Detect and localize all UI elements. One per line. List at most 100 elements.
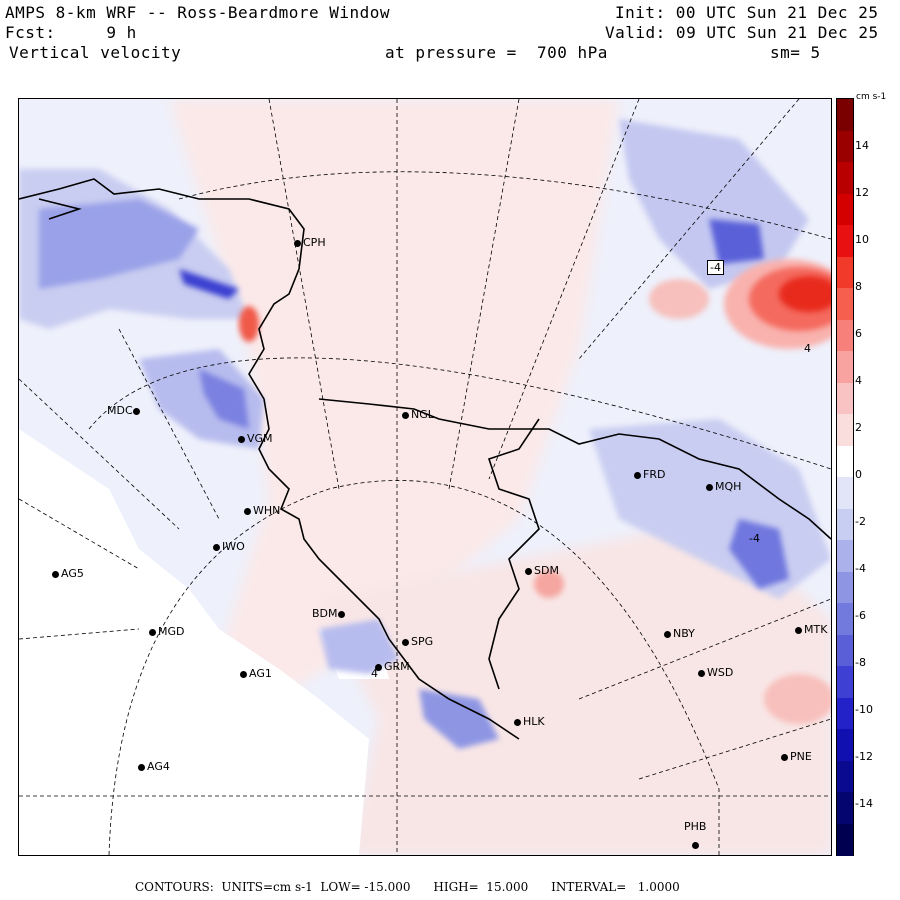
colorbar-tick: 10 [855, 233, 869, 246]
station-ag5: AG5 [52, 567, 84, 580]
station-grm: GRM [375, 660, 410, 673]
negative-region [39, 199, 199, 289]
station-phb: PHB [684, 820, 707, 833]
colorbar-tick: -4 [855, 562, 866, 575]
station-marker-icon [375, 663, 382, 671]
station-sdm: SDM [525, 564, 559, 577]
positive-region [169, 99, 619, 699]
colorbar-segment [837, 603, 853, 635]
colorbar-segment [837, 414, 853, 446]
smoothing: sm= 5 [770, 43, 821, 62]
colorbar-segment [837, 193, 853, 226]
station-iwo: IWO [213, 540, 245, 553]
station-mtk: MTK [795, 623, 827, 636]
colorbar-tick: 14 [855, 139, 869, 152]
station-cph: CPH [294, 236, 326, 249]
vertical-velocity-map: 4 4 -4 4 [18, 98, 832, 856]
contour-label-box: -4 [707, 260, 724, 275]
station-phb-marker [692, 838, 701, 851]
colorbar-tick: -6 [855, 609, 866, 622]
colorbar-segment [837, 508, 853, 541]
station-marker-icon [337, 610, 345, 618]
contour-label: 4 [371, 667, 378, 680]
station-marker-icon [698, 669, 705, 677]
colorbar-segment [837, 256, 853, 289]
colorbar-tick: -2 [855, 515, 866, 528]
colorbar-tick: 8 [855, 280, 862, 293]
colorbar-segment [837, 162, 853, 194]
contour-info: CONTOURS: UNITS=cm s-1 LOW= -15.000 HIGH… [135, 880, 680, 894]
station-marker-icon [402, 411, 409, 419]
colorbar-segment [837, 540, 853, 572]
colorbar-segment [837, 319, 853, 352]
station-marker-icon [244, 507, 251, 515]
positive-maximum [239, 306, 259, 342]
positive-region [319, 519, 831, 855]
station-hlk: HLK [514, 715, 545, 728]
station-bdm: BDM [312, 607, 347, 620]
init-time: Init: 00 UTC Sun 21 Dec 25 [615, 3, 879, 22]
colorbar-segment [837, 792, 853, 824]
negative-region [319, 619, 399, 674]
station-frd: FRD [634, 468, 665, 481]
colorbar-segment [837, 225, 853, 257]
forecast-hour: Fcst: 9 h [5, 23, 137, 42]
graticule [19, 99, 831, 855]
negative-region [419, 689, 499, 749]
station-pne: PNE [781, 750, 812, 763]
station-marker-icon [238, 435, 245, 443]
station-marker-icon [52, 570, 59, 578]
colorbar-tick: -8 [855, 656, 866, 669]
station-marker-icon [525, 567, 532, 575]
station-wsd: WSD [698, 666, 733, 679]
station-ngl: NGL [402, 408, 434, 421]
colorbar-tick: 4 [855, 374, 862, 387]
station-ag4: AG4 [138, 760, 170, 773]
contour-label: -4 [749, 532, 760, 545]
colorbar-tick: -12 [855, 750, 873, 763]
station-marker-icon [132, 407, 140, 415]
station-marker-icon [706, 483, 713, 491]
colorbar-segment [837, 351, 853, 383]
colorbar-segment [837, 666, 853, 698]
colorbar-tick: -10 [855, 703, 873, 716]
colorbar-tick: 0 [855, 468, 862, 481]
station-marker-icon [240, 670, 247, 678]
negative-region [199, 369, 249, 429]
colorbar-unit: cm s-1 [856, 92, 887, 102]
colorbar [836, 98, 854, 856]
map-title: AMPS 8-km WRF -- Ross-Beardmore Window [5, 3, 391, 22]
colorbar-segment [837, 477, 853, 509]
negative-region [729, 519, 789, 589]
negative-region [139, 349, 264, 449]
colorbar-tick: 6 [855, 327, 862, 340]
station-marker-icon [664, 630, 671, 638]
colorbar-segment [837, 445, 853, 478]
field-name: Vertical velocity [9, 43, 182, 62]
station-marker-icon [692, 841, 699, 849]
station-vgm: VGM [238, 432, 273, 445]
no-data-area [19, 429, 369, 855]
positive-region [764, 674, 831, 724]
colorbar-segment [837, 130, 853, 163]
station-mqh: MQH [706, 480, 741, 493]
valid-time: Valid: 09 UTC Sun 21 Dec 25 [605, 23, 879, 42]
positive-maximum [779, 276, 831, 312]
contour-label: 4 [804, 342, 811, 355]
colorbar-tick: -14 [855, 797, 873, 810]
colorbar-tick: 12 [855, 186, 869, 199]
positive-region [649, 279, 709, 319]
map-canvas: 4 4 -4 4 [19, 99, 831, 855]
colorbar-segment [837, 634, 853, 667]
station-nby: NBY [664, 627, 695, 640]
colorbar-segment [837, 382, 853, 415]
colorbar-tick: 2 [855, 421, 862, 434]
station-ag1: AG1 [240, 667, 272, 680]
station-marker-icon [294, 239, 301, 247]
colorbar-segment [837, 760, 853, 793]
station-mgd: MGD [149, 625, 185, 638]
station-marker-icon [634, 471, 641, 479]
pressure-level: at pressure = 700 hPa [385, 43, 608, 62]
station-marker-icon [213, 543, 220, 551]
station-marker-icon [795, 626, 802, 634]
